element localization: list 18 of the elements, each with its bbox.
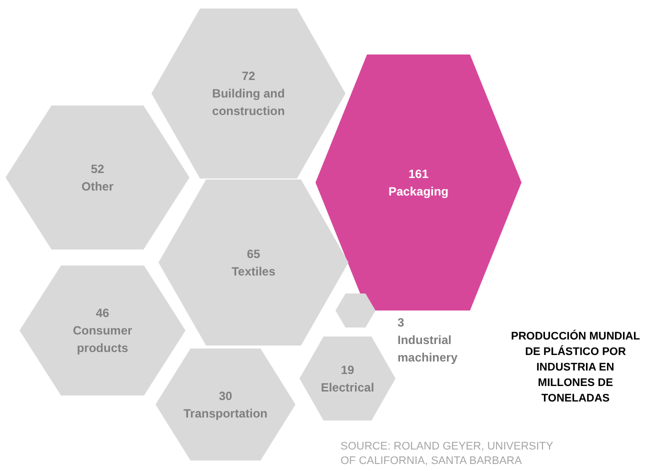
category-label: Electrical (320, 380, 374, 394)
category-label: Packaging (388, 184, 449, 198)
source-note: SOURCE: ROLAND GEYER, UNIVERSITY OF CALIFORNIA, SANTA BARBARA (340, 440, 554, 467)
data-label: 3 (398, 316, 404, 330)
category-label: Transportation (183, 406, 268, 420)
data-label: 161 (408, 166, 429, 181)
category-label: Other (82, 179, 114, 194)
category-label: Consumer products (72, 324, 132, 355)
category-label: Textiles (232, 264, 276, 278)
data-label: 46 (96, 306, 110, 320)
data-label: 19 (340, 362, 354, 377)
category-label: Building and construction (212, 86, 285, 118)
data-label: 65 (246, 246, 260, 261)
data-label: 72 (242, 69, 256, 83)
text: PRODUCCIÓN MUNDIAL DE PLÁSTICO POR INDUSTRIA EN MILLONES DE TONELADAS (511, 329, 640, 405)
category-label: Industrial machinery (398, 333, 458, 364)
data-label: 30 (218, 388, 232, 403)
data-label: 52 (90, 162, 104, 176)
